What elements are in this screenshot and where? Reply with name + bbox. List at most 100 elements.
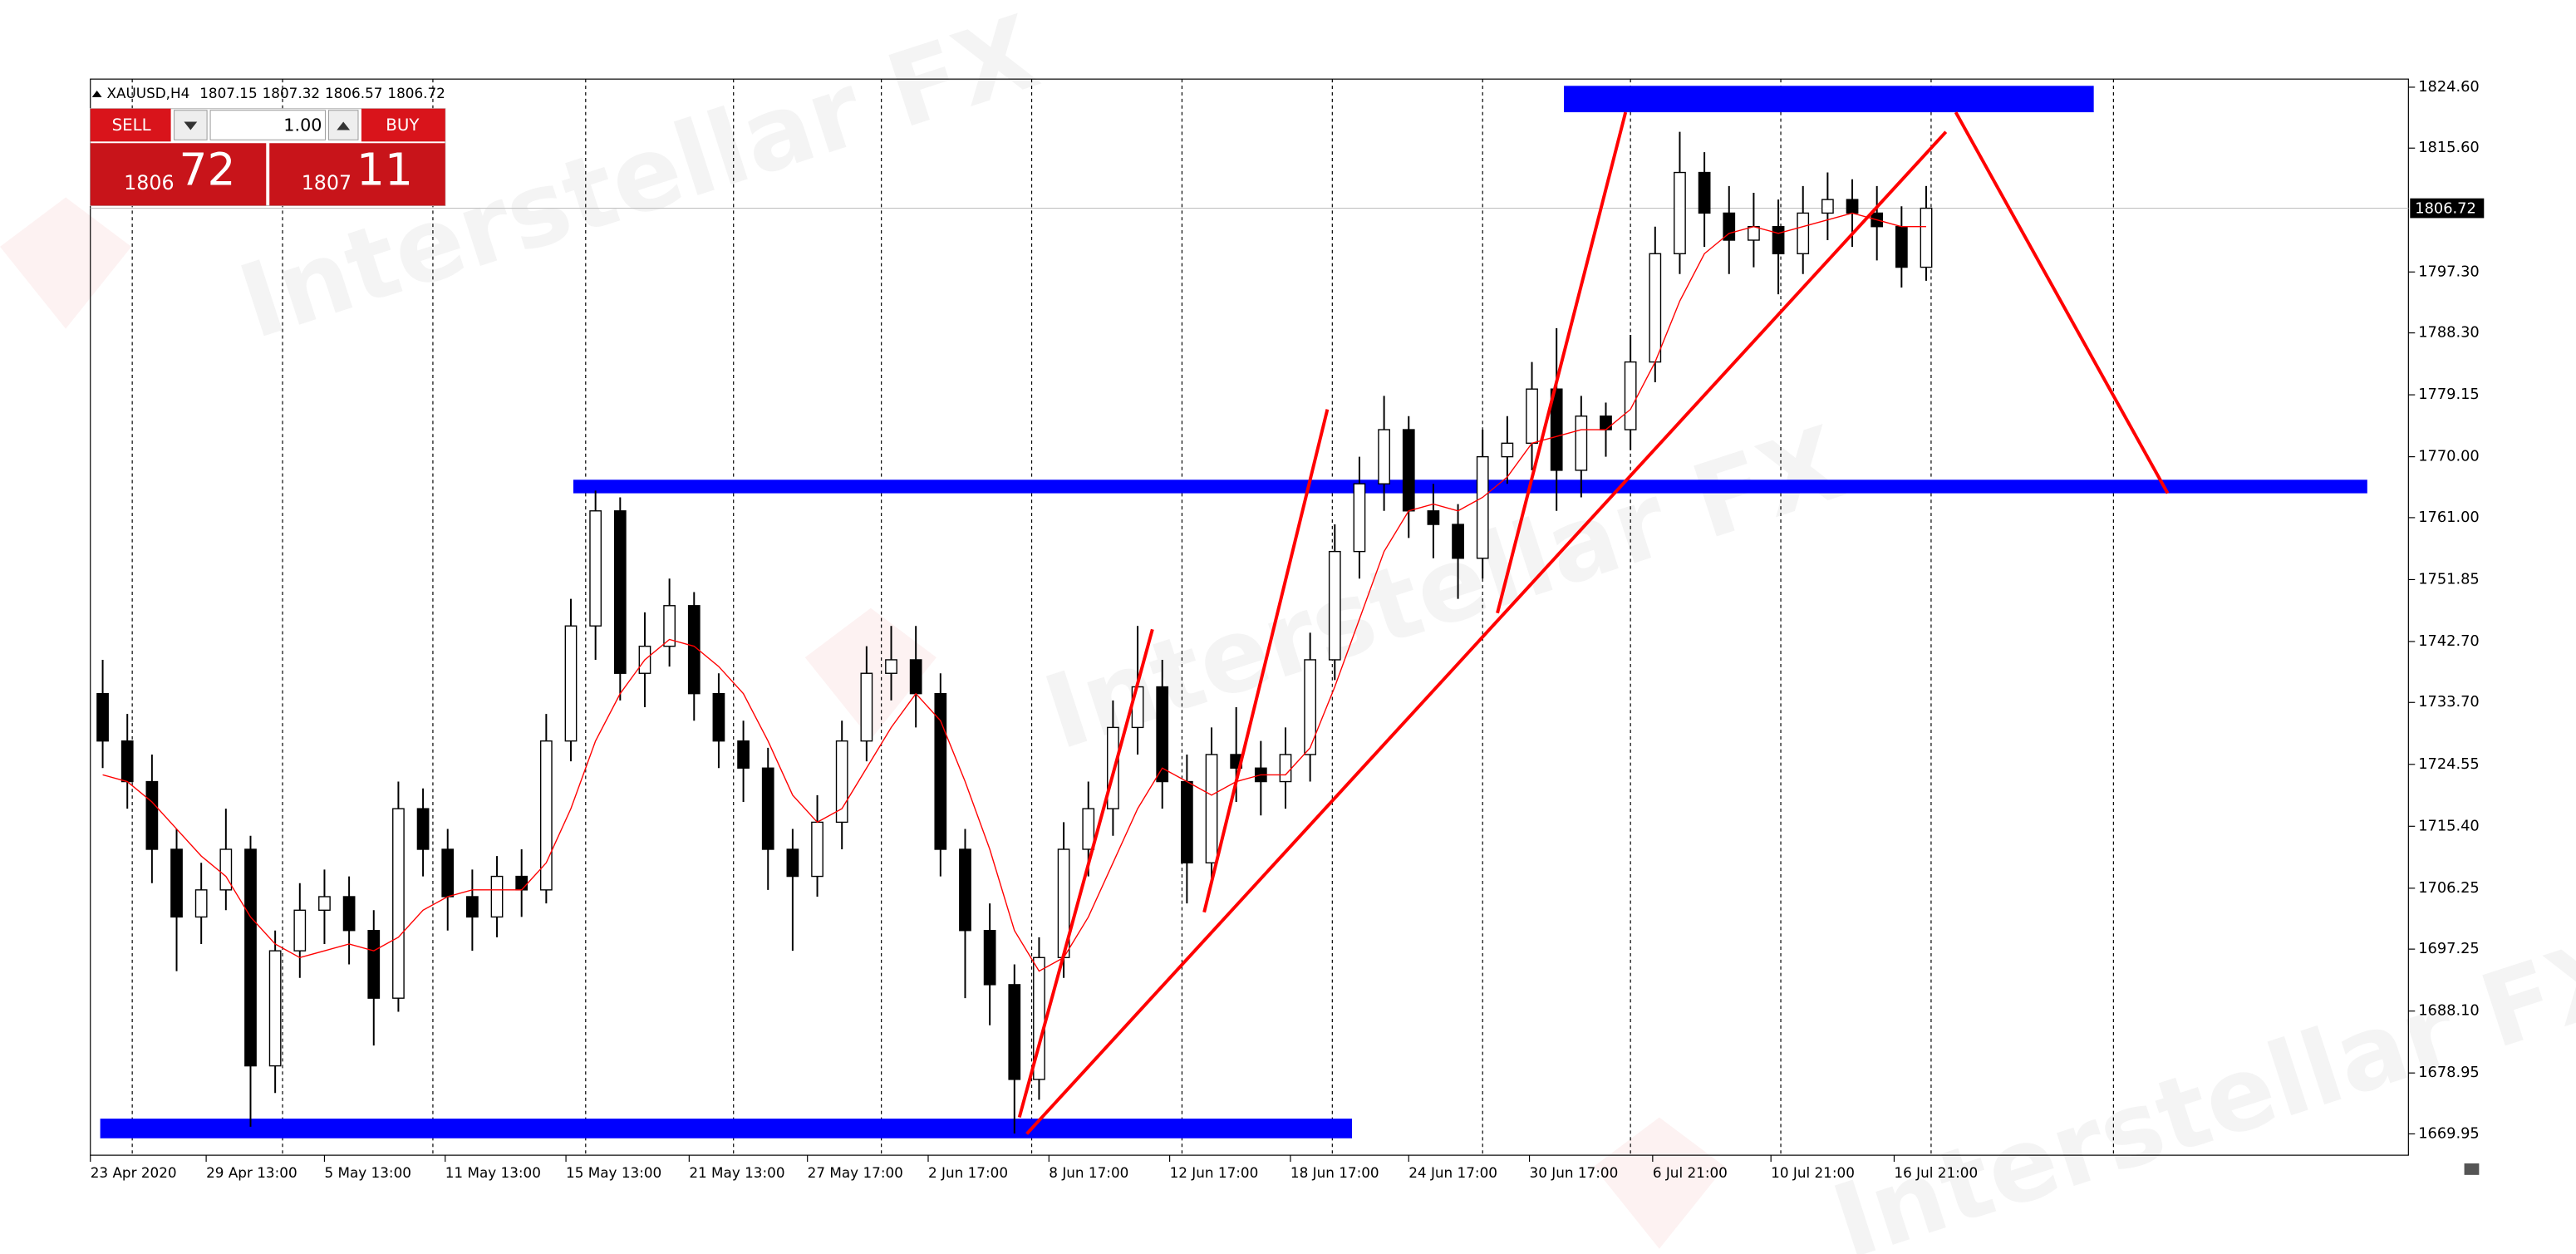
scroll-icon[interactable] — [2464, 1163, 2480, 1175]
candle-body — [934, 692, 947, 850]
candle-body — [589, 510, 602, 627]
down-arrow — [184, 121, 198, 130]
y-tick-label: 1669.95 — [2418, 1124, 2480, 1142]
candle-body — [1279, 754, 1292, 783]
candle-body — [613, 510, 627, 674]
x-tick-label: 12 Jun 17:00 — [1170, 1164, 1259, 1181]
candle-body — [811, 821, 823, 878]
candle-body — [1748, 226, 1760, 241]
candle-body — [1575, 416, 1588, 471]
x-tick-label: 6 Jul 21:00 — [1653, 1164, 1728, 1181]
candle-body — [441, 848, 455, 897]
lot-input[interactable] — [209, 110, 326, 140]
zone — [573, 479, 2367, 494]
x-tick-label: 27 May 17:00 — [808, 1164, 903, 1181]
chart-header: XAUUSD,H4 1807.15 1807.32 1806.57 1806.72 — [107, 85, 445, 101]
candle-body — [1624, 361, 1637, 430]
candle-body — [1600, 416, 1612, 430]
watermark-logo — [0, 197, 132, 329]
y-tick-label: 1815.60 — [2418, 139, 2480, 156]
y-tick-label: 1824.60 — [2418, 78, 2480, 96]
candle-body — [1452, 524, 1464, 559]
last-price-box — [2410, 198, 2485, 219]
candle-body — [194, 889, 208, 918]
candle-body — [318, 896, 331, 911]
candle-body — [1156, 686, 1169, 783]
header-low: 1806.57 — [325, 85, 382, 101]
moving-average — [102, 212, 1927, 972]
sell-button[interactable] — [90, 108, 171, 142]
candle-body — [1797, 212, 1810, 254]
candle-body — [367, 930, 381, 999]
trendline — [1496, 111, 1628, 614]
lot-value: 1.00 — [283, 116, 322, 135]
candle-body — [1772, 226, 1785, 254]
buy-button[interactable] — [361, 108, 445, 142]
buy-label: BUY — [386, 116, 420, 135]
buy-price-big: 1807 — [302, 171, 351, 194]
line-layer — [102, 111, 2170, 1135]
candle-body — [293, 909, 307, 952]
trendline — [1017, 628, 1154, 1119]
x-tick-label: 30 Jun 17:00 — [1530, 1164, 1619, 1181]
axis-layer: 1824.60 1815.60 1797.30 1788.30 1779.15 1770.… — [90, 78, 2485, 1181]
candle-body — [860, 672, 873, 742]
y-tick-label: 1697.25 — [2418, 940, 2480, 957]
grid-layer — [90, 79, 2409, 1156]
candle-body — [983, 930, 996, 986]
candle-body — [1181, 780, 1193, 863]
candle-body — [490, 875, 504, 918]
collapse-icon[interactable] — [91, 90, 102, 97]
candle-body — [885, 659, 897, 674]
x-tick-label: 2 Jun 17:00 — [928, 1164, 1008, 1181]
sell-price-box[interactable] — [90, 143, 267, 206]
x-tick-label: 15 May 13:00 — [566, 1164, 661, 1181]
zone-layer — [100, 86, 2367, 1138]
trendline — [1954, 111, 2170, 494]
candle-body — [786, 848, 799, 878]
trendline — [1202, 409, 1330, 913]
y-tick-label: 1797.30 — [2418, 263, 2480, 280]
x-tick-label: 23 Apr 2020 — [91, 1164, 177, 1181]
x-tick-label: 10 Jul 21:00 — [1771, 1164, 1855, 1181]
sell-price-big: 1806 — [124, 171, 174, 194]
sell-price-pips: 72 — [179, 143, 235, 195]
x-tick-label: 24 Jun 17:00 — [1408, 1164, 1497, 1181]
y-tick-label: 1678.95 — [2418, 1064, 2480, 1081]
sell-label: SELL — [112, 116, 151, 135]
candle-body — [1895, 226, 1908, 268]
candle-body — [120, 740, 134, 783]
watermark-logo — [1593, 1117, 1725, 1249]
y-tick-label: 1779.15 — [2418, 386, 2480, 403]
candle-body — [1328, 550, 1341, 661]
y-tick-label: 1788.30 — [2418, 324, 2480, 342]
candle-body — [1476, 455, 1489, 559]
trade-panel: SELL 1.00 BUY 1806 72 1807 11 — [90, 108, 446, 206]
candle-body — [170, 848, 183, 918]
candle-body — [564, 625, 578, 742]
candle-body — [145, 780, 159, 850]
header-high: 1807.32 — [263, 85, 320, 101]
watermark: Interstellar FX — [1030, 403, 1856, 772]
x-tick-label: 16 Jul 21:00 — [1894, 1164, 1978, 1181]
y-tick-label: 1688.10 — [2418, 1002, 2480, 1020]
candle-body — [1649, 253, 1662, 363]
x-tick-label: 8 Jun 17:00 — [1049, 1164, 1128, 1181]
y-tick-label: 1715.40 — [2418, 817, 2480, 834]
candle-body — [1821, 199, 1834, 214]
candle-body — [219, 848, 233, 891]
candle-body — [835, 740, 848, 824]
y-tick-label: 1751.85 — [2418, 570, 2480, 588]
candle-body — [761, 767, 774, 850]
candle-body — [663, 605, 676, 647]
candle-body — [687, 605, 701, 695]
candle-body — [268, 950, 282, 1067]
buy-price-box[interactable] — [269, 143, 445, 206]
watermark: Interstellar FX — [1819, 912, 2576, 1254]
candle-body — [244, 848, 257, 1067]
candle-body — [1205, 754, 1218, 863]
x-tick-label: 21 May 13:00 — [689, 1164, 784, 1181]
candle-body — [1526, 388, 1538, 445]
